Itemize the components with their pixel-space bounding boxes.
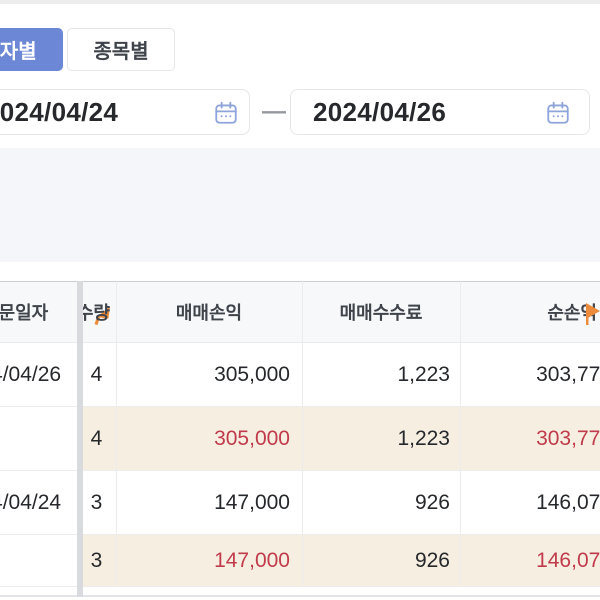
- header-net-pnl[interactable]: 순손익: [547, 303, 597, 323]
- cell-trade-pnl: 305,000: [214, 362, 290, 386]
- tab-by-item-label: 종목별: [93, 41, 149, 63]
- cell-net-pnl: 146,074: [536, 490, 600, 514]
- table-subtotal-row: 4 305,000 1,223 303,777: [0, 407, 600, 471]
- header-trade-fee[interactable]: 매매수수료: [339, 303, 423, 323]
- table-row[interactable]: 2024/04/24 3 147,000 926 146,074: [0, 471, 600, 535]
- bottom-divider: [0, 595, 600, 597]
- end-date-value: 2024/04/26: [313, 96, 447, 127]
- cell-trade-pnl: 147,000: [214, 490, 290, 514]
- header-order-date[interactable]: 주문일자: [0, 282, 77, 342]
- cell-quantity: 4: [90, 362, 103, 386]
- top-divider: [0, 0, 600, 4]
- start-date-input[interactable]: 2024/04/24: [0, 89, 250, 135]
- table-header-row: 주문일자 수량 매매손익 매매수수료 순손익: [0, 281, 600, 343]
- end-date-input[interactable]: 2024/04/26: [290, 89, 590, 135]
- tab-by-item[interactable]: 종목별: [67, 28, 175, 71]
- scroll-hint-left-icon: [94, 306, 111, 326]
- cell-order-date: 2024/04/26: [0, 343, 77, 406]
- table-subtotal-row: 3 147,000 926 146,074: [0, 535, 600, 587]
- cell-net-pnl: 303,777: [536, 426, 600, 450]
- start-date-value: 2024/04/24: [0, 96, 119, 127]
- calendar-icon[interactable]: [545, 100, 571, 126]
- cell-quantity: 4: [90, 426, 103, 450]
- cell-net-pnl: 303,777: [536, 362, 600, 386]
- pnl-table: 주문일자 수량 매매손익 매매수수료 순손익 2024/04/26 4 305,…: [0, 281, 600, 597]
- date-range-separator: —: [262, 98, 286, 125]
- cell-trade-fee: 926: [414, 490, 450, 514]
- summary-panel: 매매손익 합계 452,000 · 순손익 합계 449,851 청산수량 7 …: [0, 148, 600, 390]
- cell-order-date: 2024/04/24: [0, 471, 77, 534]
- cell-trade-fee: 926: [414, 548, 450, 572]
- cell-trade-fee: 1,223: [397, 426, 450, 450]
- cell-order-date: [0, 535, 77, 586]
- column-divider: [460, 281, 461, 587]
- table-row[interactable]: 2024/04/26 4 305,000 1,223 303,777: [0, 343, 600, 407]
- tab-daily[interactable]: 일자별: [0, 28, 63, 71]
- sticky-column-divider: [77, 281, 83, 597]
- cell-net-pnl: 146,074: [536, 548, 600, 572]
- cell-trade-fee: 1,223: [397, 362, 450, 386]
- column-divider: [116, 281, 117, 587]
- scroll-hint-right-icon: [586, 303, 600, 325]
- cell-order-date: [0, 407, 77, 470]
- cell-trade-pnl: 147,000: [214, 548, 290, 572]
- column-divider: [302, 281, 303, 587]
- cell-quantity: 3: [90, 548, 103, 572]
- calendar-icon[interactable]: [213, 100, 239, 126]
- tab-daily-label: 일자별: [0, 41, 37, 63]
- cell-trade-pnl: 305,000: [214, 426, 290, 450]
- header-trade-pnl[interactable]: 매매손익: [175, 303, 243, 323]
- cell-quantity: 3: [90, 490, 103, 514]
